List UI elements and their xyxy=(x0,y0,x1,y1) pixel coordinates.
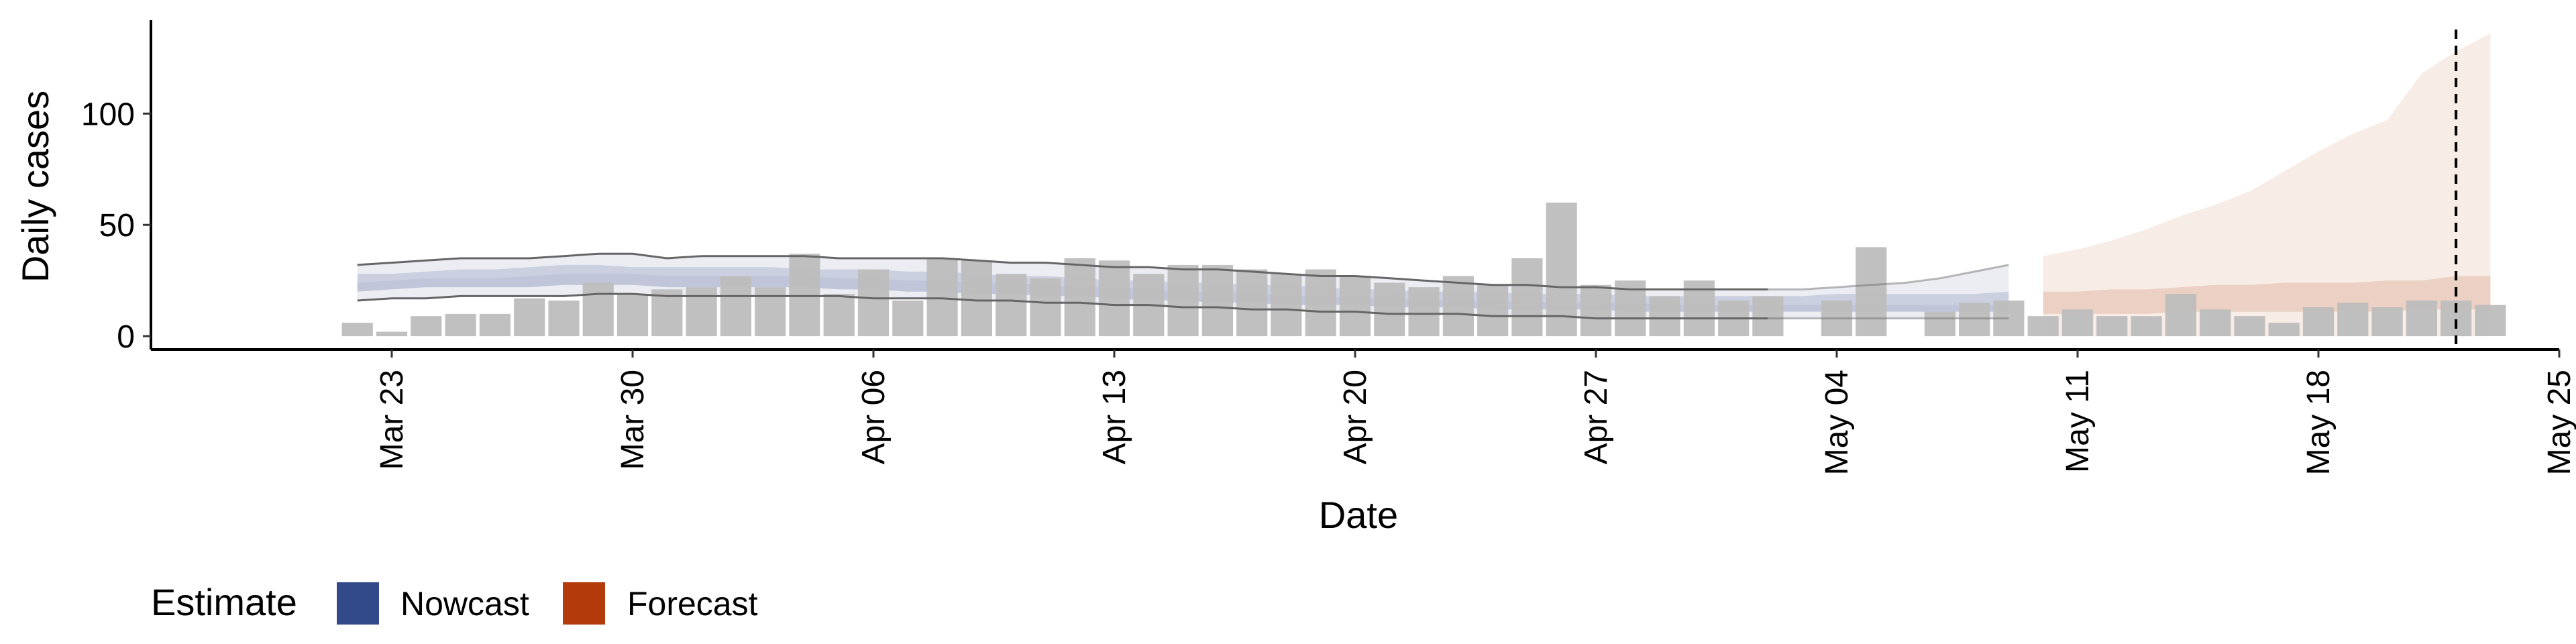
legend: Estimate Nowcast Forecast xyxy=(151,581,758,625)
y-tick-label: 100 xyxy=(81,97,135,132)
bar xyxy=(1959,303,1990,337)
bar xyxy=(755,287,786,337)
bar xyxy=(1580,284,1612,337)
bar xyxy=(376,331,408,337)
bar xyxy=(2061,309,2094,337)
x-axis-title: Date xyxy=(1319,494,1398,536)
nowcast-upper-line-tail xyxy=(1768,264,2009,290)
bar xyxy=(2302,307,2334,337)
bar xyxy=(2200,309,2231,337)
bar xyxy=(479,313,511,337)
bar xyxy=(548,301,580,337)
bar xyxy=(1236,269,1268,337)
nowcast-bound-lines xyxy=(357,30,2458,344)
bar xyxy=(2475,305,2506,336)
bar xyxy=(1993,301,2025,337)
x-tick-label: May 11 xyxy=(2060,370,2096,473)
bar xyxy=(686,287,717,337)
bar xyxy=(2371,307,2403,337)
bar xyxy=(1167,264,1199,337)
bar xyxy=(1339,276,1371,337)
nowcast-upper-line xyxy=(357,252,1768,290)
x-tick-label: Apr 27 xyxy=(1578,370,1614,464)
bar xyxy=(1374,282,1405,337)
bar xyxy=(582,282,614,337)
x-tick-label: Apr 13 xyxy=(1097,370,1132,464)
bar xyxy=(411,316,442,337)
x-tick-label: May 04 xyxy=(1819,370,1855,475)
y-tick-label: 50 xyxy=(99,208,135,244)
bar xyxy=(341,323,373,337)
bar xyxy=(892,301,924,337)
x-tick-label: Mar 30 xyxy=(615,370,651,470)
y-axis-title: Daily cases xyxy=(14,91,56,282)
y-tick-label: 0 xyxy=(117,319,135,355)
bar xyxy=(1649,296,1680,337)
axes: 0 50 100 Mar 23 Mar 30 Apr 06 Apr 13 Apr 20 Apr … xyxy=(81,20,2576,475)
forecast-ribbon-90 xyxy=(2043,33,2491,337)
x-tick-label: Apr 20 xyxy=(1338,370,1373,464)
x-tick-label: Apr 06 xyxy=(856,370,892,464)
bar xyxy=(2165,294,2196,337)
bar xyxy=(1752,296,1784,337)
bar xyxy=(445,313,476,337)
bar xyxy=(857,269,890,337)
bar xyxy=(996,274,1027,337)
bar xyxy=(789,254,820,337)
legend-label-forecast: Forecast xyxy=(627,585,758,623)
bar xyxy=(1271,274,1302,337)
bar xyxy=(2406,301,2437,337)
bar xyxy=(651,289,683,337)
bar xyxy=(1064,258,1095,337)
bar xyxy=(2131,316,2162,337)
bar xyxy=(1511,258,1543,337)
legend-title: Estimate xyxy=(151,581,297,623)
legend-label-nowcast: Nowcast xyxy=(400,585,529,623)
bar xyxy=(1477,284,1509,337)
bar xyxy=(1030,278,1061,337)
bar xyxy=(1442,276,1474,337)
bar xyxy=(823,294,855,337)
bar xyxy=(1201,264,1233,337)
x-tick-label: May 25 xyxy=(2542,370,2576,475)
forecast-ribbon-50 xyxy=(2043,276,2491,314)
bar xyxy=(2096,316,2128,337)
bar xyxy=(514,298,545,337)
x-tick-label: Mar 23 xyxy=(374,370,410,470)
bar xyxy=(1098,260,1130,337)
bar xyxy=(1408,287,1440,337)
bar xyxy=(616,294,649,337)
bar xyxy=(1856,247,1887,337)
bar xyxy=(926,258,958,337)
bar xyxy=(720,276,751,337)
bar xyxy=(2268,323,2300,337)
legend-key-nowcast xyxy=(337,582,379,625)
legend-key-forecast xyxy=(563,582,605,625)
bar xyxy=(2027,316,2059,337)
nowcast-lower-line xyxy=(357,292,1768,320)
bar xyxy=(2337,303,2369,337)
bar xyxy=(1821,301,1853,337)
bar xyxy=(2234,316,2265,337)
bar xyxy=(1305,269,1336,337)
bar xyxy=(1546,203,1577,337)
x-tick-label: May 18 xyxy=(2301,370,2337,475)
bar xyxy=(961,260,992,337)
bar xyxy=(1924,311,1955,337)
